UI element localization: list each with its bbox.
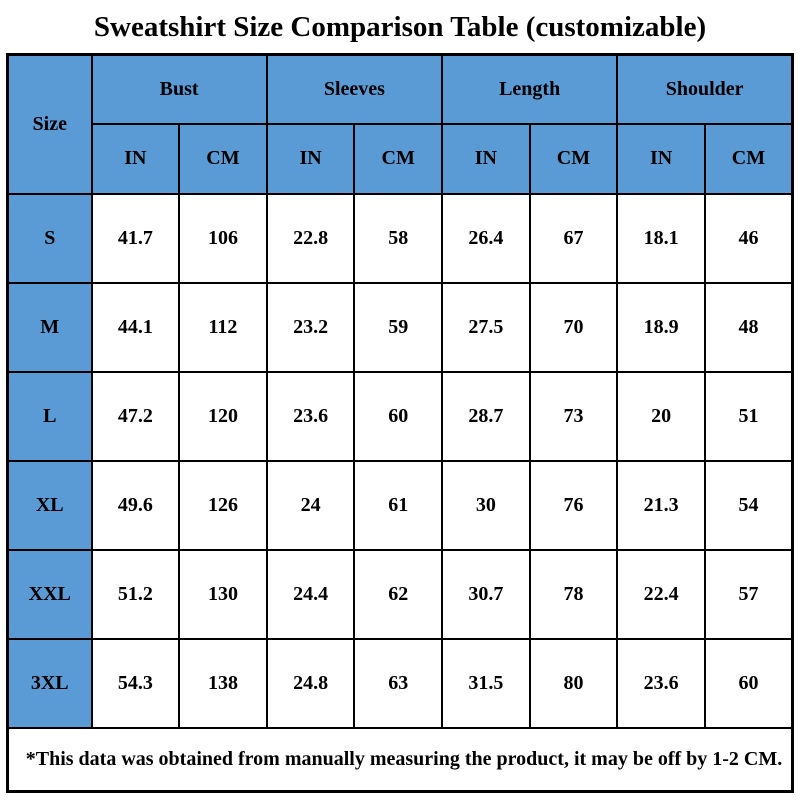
- size-label: L: [6, 370, 93, 462]
- cell-length-in: 30: [441, 459, 531, 551]
- cell-length-cm: 80: [528, 637, 619, 729]
- cell-length-cm: 70: [528, 281, 619, 373]
- table-row-m: M 44.1 112 23.2 59 27.5 70 18.9 48: [6, 281, 794, 373]
- cell-sleeves-cm: 60: [353, 370, 443, 462]
- header-unit-sleeves-cm: CM: [353, 122, 443, 195]
- page-title: Sweatshirt Size Comparison Table (custom…: [93, 11, 707, 43]
- cell-shoulder-in: 18.1: [616, 192, 706, 284]
- cell-length-in: 27.5: [441, 281, 531, 373]
- cell-bust-in: 41.7: [90, 192, 181, 284]
- size-label: XL: [6, 459, 93, 551]
- footnote-text: *This data was obtained from manually me…: [6, 726, 794, 793]
- header-unit-length-cm: CM: [528, 122, 619, 195]
- header-unit-shoulder-cm: CM: [703, 122, 794, 195]
- cell-shoulder-cm: 60: [703, 637, 794, 729]
- table-row-s: S 41.7 106 22.8 58 26.4 67 18.1 46: [6, 192, 794, 284]
- cell-shoulder-cm: 54: [703, 459, 794, 551]
- cell-shoulder-in: 21.3: [616, 459, 706, 551]
- cell-shoulder-cm: 46: [703, 192, 794, 284]
- cell-length-cm: 78: [528, 548, 619, 640]
- header-group-row: Size Bust Sleeves Length Shoulder: [6, 53, 794, 195]
- table-row-xxl: XXL 51.2 130 24.4 62 30.7 78 22.4 57: [6, 548, 794, 640]
- table-row-xl: XL 49.6 126 24 61 30 76 21.3 54: [6, 459, 794, 551]
- cell-length-cm: 67: [528, 192, 619, 284]
- footnote-row: *This data was obtained from manually me…: [6, 726, 794, 793]
- header-unit-bust-in: IN: [90, 122, 181, 195]
- cell-bust-cm: 138: [178, 637, 268, 729]
- cell-bust-cm: 120: [178, 370, 268, 462]
- cell-sleeves-in: 24.4: [265, 548, 356, 640]
- header-group-length: Length: [440, 53, 619, 125]
- size-label: XXL: [6, 548, 93, 640]
- cell-shoulder-in: 20: [616, 370, 706, 462]
- table-row-3xl: 3XL 54.3 138 24.8 63 31.5 80 23.6 60: [6, 637, 794, 729]
- cell-sleeves-cm: 59: [353, 281, 443, 373]
- cell-sleeves-in: 24: [265, 459, 356, 551]
- size-comparison-table: Size Bust Sleeves Length Shoulder IN CM …: [6, 53, 794, 793]
- cell-bust-cm: 112: [178, 281, 268, 373]
- header-group-shoulder: Shoulder: [616, 53, 794, 125]
- cell-sleeves-cm: 63: [353, 637, 443, 729]
- cell-shoulder-cm: 57: [703, 548, 794, 640]
- cell-shoulder-cm: 51: [703, 370, 794, 462]
- header-unit-bust-cm: CM: [178, 122, 268, 195]
- cell-bust-in: 51.2: [90, 548, 181, 640]
- cell-sleeves-in: 24.8: [265, 637, 356, 729]
- size-label: S: [6, 192, 93, 284]
- cell-sleeves-in: 23.6: [265, 370, 356, 462]
- cell-bust-in: 44.1: [90, 281, 181, 373]
- cell-length-in: 31.5: [441, 637, 531, 729]
- cell-shoulder-cm: 48: [703, 281, 794, 373]
- header-size: Size: [6, 53, 93, 195]
- cell-bust-in: 49.6: [90, 459, 181, 551]
- cell-sleeves-in: 23.2: [265, 281, 356, 373]
- cell-bust-cm: 126: [178, 459, 268, 551]
- header-unit-length-in: IN: [441, 122, 531, 195]
- cell-sleeves-cm: 58: [353, 192, 443, 284]
- cell-bust-in: 47.2: [90, 370, 181, 462]
- cell-length-in: 30.7: [441, 548, 531, 640]
- header-group-bust: Bust: [90, 53, 268, 125]
- cell-length-in: 26.4: [441, 192, 531, 284]
- cell-shoulder-in: 18.9: [616, 281, 706, 373]
- cell-bust-cm: 130: [178, 548, 268, 640]
- table-row-l: L 47.2 120 23.6 60 28.7 73 20 51: [6, 370, 794, 462]
- cell-length-in: 28.7: [441, 370, 531, 462]
- cell-bust-in: 54.3: [90, 637, 181, 729]
- header-unit-shoulder-in: IN: [616, 122, 706, 195]
- header-unit-row: IN CM IN CM IN CM IN CM: [8, 122, 794, 195]
- cell-length-cm: 76: [528, 459, 619, 551]
- cell-shoulder-in: 22.4: [616, 548, 706, 640]
- cell-length-cm: 73: [528, 370, 619, 462]
- cell-shoulder-in: 23.6: [616, 637, 706, 729]
- header-unit-sleeves-in: IN: [265, 122, 356, 195]
- size-label: 3XL: [6, 637, 93, 729]
- cell-sleeves-in: 22.8: [265, 192, 356, 284]
- cell-sleeves-cm: 62: [353, 548, 443, 640]
- size-label: M: [6, 281, 93, 373]
- header-group-sleeves: Sleeves: [265, 53, 444, 125]
- cell-sleeves-cm: 61: [353, 459, 443, 551]
- cell-bust-cm: 106: [178, 192, 268, 284]
